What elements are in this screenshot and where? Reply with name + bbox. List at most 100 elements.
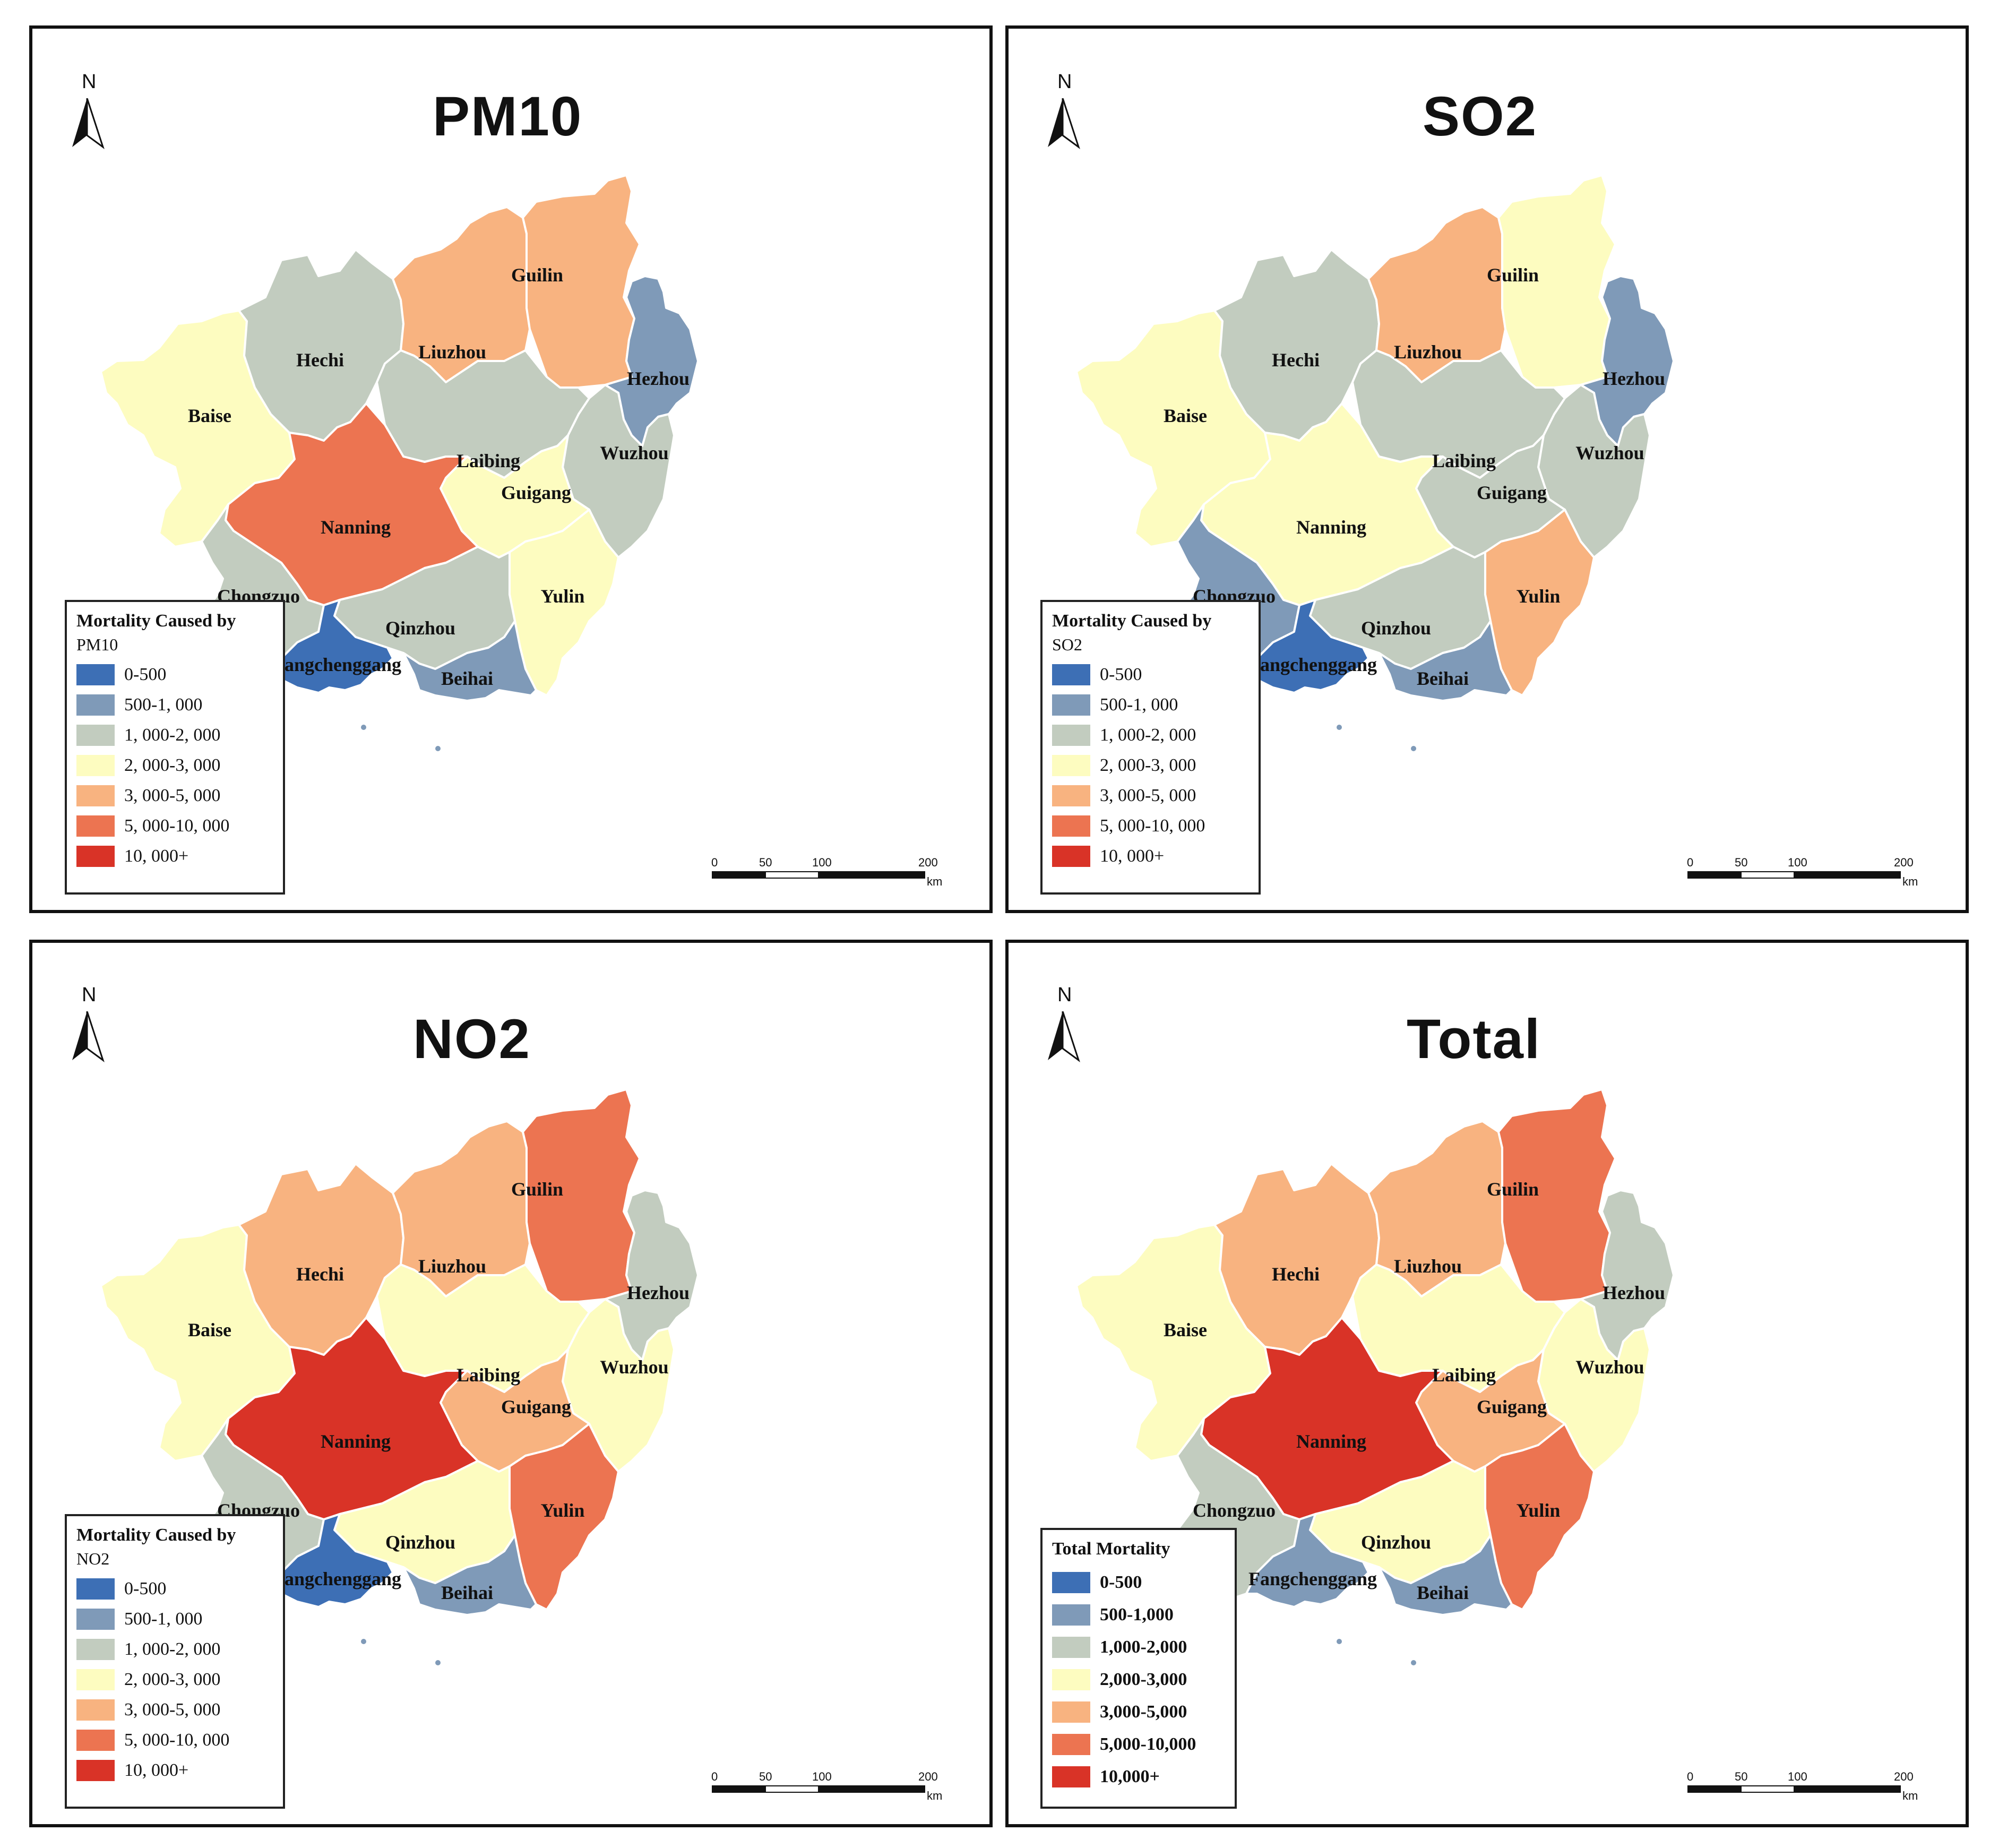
legend-swatch — [76, 1608, 115, 1630]
scale-segment — [765, 1785, 819, 1793]
legend-pm10: Mortality Caused by PM10 0-500 500-1, 000… — [65, 600, 285, 895]
legend-label: 0-500 — [124, 664, 167, 684]
legend-swatch — [1052, 1766, 1090, 1787]
legend-label: 3,000-5,000 — [1100, 1701, 1187, 1722]
legend-label: 2, 000-3, 000 — [124, 755, 221, 775]
city-label-wuzhou: Wuzhou — [600, 442, 668, 463]
legend-label: 3, 000-5, 000 — [1100, 785, 1196, 805]
city-label-hezhou: Hezhou — [1603, 1282, 1665, 1303]
island-mark — [361, 725, 366, 730]
legend-label: 10,000+ — [1100, 1766, 1160, 1786]
legend-row: 10, 000+ — [76, 1755, 273, 1785]
city-label-qinzhou: Qinzhou — [385, 617, 455, 639]
city-label-liuzhou: Liuzhou — [1394, 1256, 1462, 1277]
scale-bar-graphic — [712, 871, 925, 879]
scale-tick-label: 200 — [1894, 856, 1914, 869]
city-label-guilin: Guilin — [1487, 1179, 1539, 1200]
city-label-wuzhou: Wuzhou — [600, 1356, 668, 1378]
map-pm10: Baise Hechi Liuzhou Guilin Hezhou Wuzhou Laibi… — [100, 174, 699, 751]
city-label-nanning: Nanning — [1296, 1431, 1366, 1452]
panel-title-pm10: PM10 — [433, 85, 583, 148]
legend-label: 5, 000-10, 000 — [1100, 815, 1205, 836]
city-label-qinzhou: Qinzhou — [1361, 617, 1431, 639]
city-label-nanning: Nanning — [1296, 517, 1366, 538]
city-label-guilin: Guilin — [511, 264, 563, 286]
island-mark — [1411, 746, 1416, 751]
scale-segment — [1687, 1785, 1742, 1793]
legend-swatch — [1052, 845, 1090, 867]
panel-title-so2: SO2 — [1423, 85, 1538, 148]
legend-title: Total Mortality — [1052, 1539, 1170, 1559]
legend-label: 500-1, 000 — [124, 1609, 203, 1629]
scale-segment — [1741, 871, 1795, 879]
legend-label: 0-500 — [124, 1578, 167, 1598]
scale-segment — [818, 871, 925, 879]
panel-title-no2: NO2 — [413, 1008, 531, 1070]
legend-row: 3, 000-5, 000 — [76, 780, 273, 811]
legend-label: 0-500 — [1100, 1572, 1142, 1592]
legend-label: 1,000-2,000 — [1100, 1637, 1187, 1657]
legend-row: 5, 000-10, 000 — [76, 1725, 273, 1755]
legend-swatch — [76, 845, 115, 867]
legend-rows: 0-500 500-1, 000 1, 000-2, 000 2, 000-3, 00… — [76, 1574, 273, 1785]
city-label-chongzuo: Chongzuo — [1193, 1500, 1276, 1521]
legend-title: Mortality Caused by — [76, 611, 236, 631]
city-label-qinzhou: Qinzhou — [1361, 1532, 1431, 1553]
scale-segment — [818, 1785, 925, 1793]
legend-swatch — [76, 694, 115, 716]
legend-row: 5, 000-10, 000 — [76, 811, 273, 841]
scale-bar-total: 0 50 100 200 km — [1687, 1770, 1920, 1802]
city-label-fangchenggang: Fangchenggang — [1248, 1568, 1377, 1589]
city-label-nanning: Nanning — [321, 1431, 391, 1452]
city-label-beihai: Beihai — [1417, 1582, 1469, 1603]
legend-swatch — [76, 1729, 115, 1751]
city-label-yulin: Yulin — [1517, 586, 1561, 607]
north-arrow-pm10: N — [70, 71, 107, 151]
legend-swatch — [1052, 1701, 1090, 1723]
legend-rows: 0-500 500-1, 000 1, 000-2, 000 2, 000-3, 00… — [76, 659, 273, 871]
legend-swatch — [1052, 1604, 1090, 1626]
city-label-hechi: Hechi — [296, 349, 344, 371]
legend-label: 2,000-3,000 — [1100, 1669, 1187, 1689]
city-label-guigang: Guigang — [501, 1396, 571, 1417]
island-mark — [361, 1639, 366, 1644]
legend-row: 2,000-3,000 — [1052, 1663, 1225, 1696]
city-label-laibing: Laibing — [1432, 1364, 1496, 1386]
legend-swatch — [76, 664, 115, 685]
legend-row: 2, 000-3, 000 — [76, 1664, 273, 1695]
legend-label: 10, 000+ — [124, 846, 189, 866]
city-label-hechi: Hechi — [1272, 349, 1320, 371]
city-label-yulin: Yulin — [541, 586, 585, 607]
city-label-guigang: Guigang — [1477, 482, 1547, 503]
scale-tick-label: 0 — [1687, 1770, 1694, 1783]
legend-label: 2, 000-3, 000 — [1100, 755, 1196, 775]
legend-row: 10,000+ — [1052, 1760, 1225, 1793]
region-fangchenggang — [1245, 1513, 1369, 1608]
legend-label: 3, 000-5, 000 — [124, 1699, 221, 1720]
legend-row: 1, 000-2, 000 — [76, 720, 273, 750]
legend-swatch — [76, 1669, 115, 1690]
legend-row: 1,000-2,000 — [1052, 1631, 1225, 1663]
scale-bar-pm10: 0 50 100 200 km — [711, 856, 945, 888]
legend-subtitle: PM10 — [76, 635, 118, 654]
legend-row: 0-500 — [76, 1574, 273, 1604]
legend-swatch — [1052, 1571, 1090, 1593]
city-label-liuzhou: Liuzhou — [1394, 341, 1462, 363]
scale-bar-no2: 0 50 100 200 km — [711, 1770, 945, 1802]
scale-tick-label: 0 — [711, 856, 718, 869]
city-label-beihai: Beihai — [441, 1582, 493, 1603]
city-label-fangchenggang: Fangchenggang — [1248, 654, 1377, 675]
island-mark — [1411, 1660, 1416, 1665]
region-beihai — [1378, 620, 1513, 702]
legend-swatch — [76, 815, 115, 837]
legend-row: 5,000-10,000 — [1052, 1728, 1225, 1760]
legend-subtitle: NO2 — [76, 1549, 110, 1568]
city-label-baise: Baise — [1164, 1319, 1207, 1340]
legend-label: 1, 000-2, 000 — [124, 725, 221, 745]
legend-swatch — [1052, 785, 1090, 806]
scale-bar-graphic — [1687, 1785, 1901, 1793]
panel-title-total: Total — [1407, 1008, 1541, 1070]
scale-tick-label: 50 — [1735, 856, 1748, 869]
city-label-fangchenggang: Fangchenggang — [273, 654, 401, 675]
scale-unit-label: km — [1902, 875, 1918, 888]
